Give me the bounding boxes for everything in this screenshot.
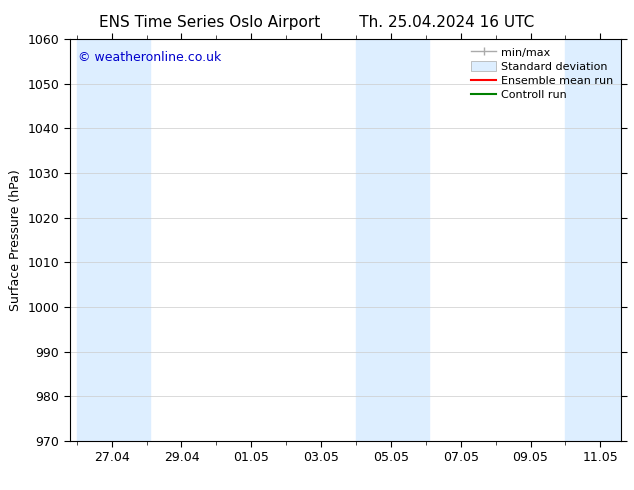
Legend: min/max, Standard deviation, Ensemble mean run, Controll run: min/max, Standard deviation, Ensemble me… (467, 43, 618, 104)
Bar (77, 39, 150, 441)
Y-axis label: Surface Pressure (hPa): Surface Pressure (hPa) (9, 169, 22, 311)
Text: ENS Time Series Oslo Airport        Th. 25.04.2024 16 UTC: ENS Time Series Oslo Airport Th. 25.04.2… (100, 15, 534, 30)
Bar (566, 39, 621, 441)
Bar (356, 39, 429, 441)
Text: © weatheronline.co.uk: © weatheronline.co.uk (78, 51, 221, 64)
